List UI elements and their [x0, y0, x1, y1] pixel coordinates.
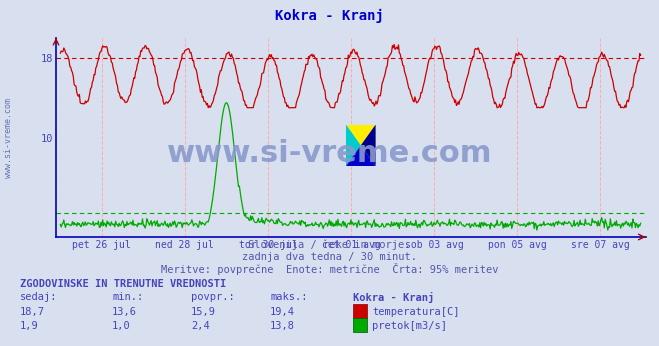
Text: pretok[m3/s]: pretok[m3/s] — [372, 321, 447, 331]
Text: sedaj:: sedaj: — [20, 292, 57, 302]
Text: 1,9: 1,9 — [20, 321, 38, 331]
Text: Meritve: povprečne  Enote: metrične  Črta: 95% meritev: Meritve: povprečne Enote: metrične Črta:… — [161, 263, 498, 275]
Text: ZGODOVINSKE IN TRENUTNE VREDNOSTI: ZGODOVINSKE IN TRENUTNE VREDNOSTI — [20, 279, 226, 289]
Polygon shape — [346, 125, 376, 145]
Text: 13,8: 13,8 — [270, 321, 295, 331]
Text: temperatura[C]: temperatura[C] — [372, 307, 460, 317]
Text: Slovenija / reke in morje.: Slovenija / reke in morje. — [248, 240, 411, 251]
Text: povpr.:: povpr.: — [191, 292, 235, 302]
Polygon shape — [346, 125, 361, 166]
Polygon shape — [361, 125, 376, 166]
Text: 1,0: 1,0 — [112, 321, 130, 331]
Text: 15,9: 15,9 — [191, 307, 216, 317]
Text: maks.:: maks.: — [270, 292, 308, 302]
Text: zadnja dva tedna / 30 minut.: zadnja dva tedna / 30 minut. — [242, 252, 417, 262]
Text: 19,4: 19,4 — [270, 307, 295, 317]
Polygon shape — [346, 145, 376, 166]
Text: 18,7: 18,7 — [20, 307, 45, 317]
Text: Kokra - Kranj: Kokra - Kranj — [275, 9, 384, 23]
Text: www.si-vreme.com: www.si-vreme.com — [4, 98, 13, 179]
Text: 13,6: 13,6 — [112, 307, 137, 317]
Text: Kokra - Kranj: Kokra - Kranj — [353, 292, 434, 303]
Text: www.si-vreme.com: www.si-vreme.com — [167, 139, 492, 169]
Text: min.:: min.: — [112, 292, 143, 302]
Text: 2,4: 2,4 — [191, 321, 210, 331]
